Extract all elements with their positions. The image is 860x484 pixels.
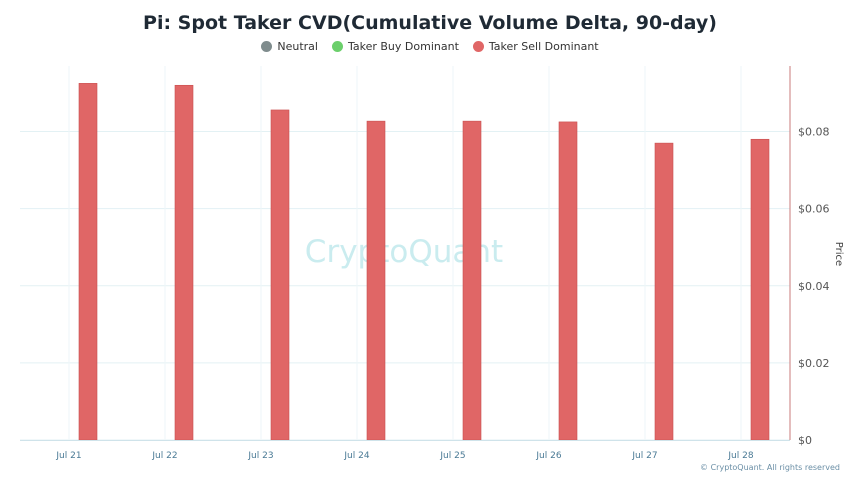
x-tick-label: Jul 27 [631, 451, 657, 461]
x-tick-label: Jul 25 [439, 451, 465, 461]
y-tick-label: $0.02 [798, 357, 830, 370]
legend-item-taker-sell[interactable]: Taker Sell Dominant [472, 40, 599, 53]
bar [654, 142, 674, 441]
x-tick-label: Jul 22 [151, 451, 177, 461]
y-tick-label: $0 [798, 434, 812, 447]
bar [462, 120, 482, 441]
bar [366, 120, 386, 441]
bar [558, 121, 578, 441]
legend-label-neutral: Neutral [277, 40, 318, 53]
bar [750, 138, 770, 441]
copyright-footer: © CryptoQuant. All rights reserved [700, 463, 840, 472]
bar [174, 84, 194, 441]
y-tick-label: $0.06 [798, 203, 830, 216]
legend-item-neutral[interactable]: Neutral [261, 40, 318, 53]
x-tick-label: Jul 23 [247, 451, 273, 461]
grid-lines [20, 66, 790, 441]
legend-label-taker-buy: Taker Buy Dominant [347, 40, 459, 53]
legend: Neutral Taker Buy Dominant Taker Sell Do… [0, 40, 860, 53]
axes: $0 $0.02 $0.04 $0.06 $0.08 Jul 21 Jul 22 Jul 23… [20, 66, 844, 461]
y-tick-label: $0.08 [798, 126, 830, 139]
legend-swatch-taker-buy [331, 41, 343, 52]
bars [78, 83, 770, 441]
legend-item-taker-buy[interactable]: Taker Buy Dominant [331, 40, 459, 53]
legend-swatch-taker-sell [472, 41, 484, 52]
bar [270, 109, 290, 441]
x-tick-label: Jul 28 [727, 451, 753, 461]
legend-label-taker-sell: Taker Sell Dominant [488, 40, 599, 53]
x-tick-label: Jul 26 [535, 451, 561, 461]
bar [78, 83, 98, 441]
x-tick-label: Jul 21 [55, 451, 81, 461]
legend-swatch-neutral [261, 41, 273, 52]
chart-title: Pi: Spot Taker CVD(Cumulative Volume Del… [143, 12, 717, 34]
y-axis-label: Price [833, 242, 844, 266]
x-tick-label: Jul 24 [343, 451, 369, 461]
y-tick-label: $0.04 [798, 280, 830, 293]
